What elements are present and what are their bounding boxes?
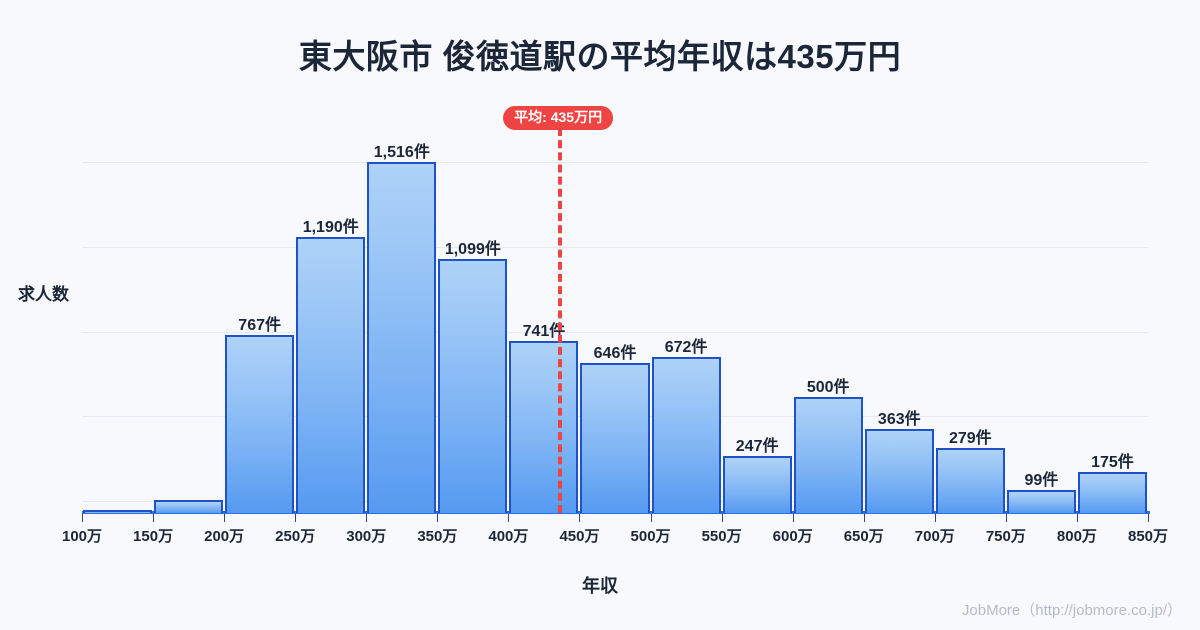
x-axis-tick bbox=[1148, 514, 1149, 522]
bar[interactable] bbox=[1006, 490, 1076, 513]
bar[interactable] bbox=[722, 455, 792, 513]
x-axis-tick bbox=[1005, 514, 1007, 522]
page-title: 東大阪市 俊徳道駅の平均年収は435万円 bbox=[298, 38, 902, 75]
x-axis-tick-label: 850万 bbox=[1127, 528, 1169, 545]
x-axis-tick-label: 800万 bbox=[1056, 528, 1097, 545]
x-axis-tick-label: 550万 bbox=[701, 528, 742, 545]
x-axis-tick bbox=[934, 514, 936, 522]
x-axis-tick bbox=[579, 514, 581, 522]
bar-value-label: 1,099件 bbox=[444, 240, 501, 258]
x-axis-tick bbox=[721, 514, 723, 522]
x-axis-tick bbox=[82, 514, 83, 522]
x-axis-tick bbox=[1076, 514, 1078, 522]
x-axis-tick bbox=[650, 514, 652, 522]
bar-value-label: 279件 bbox=[948, 430, 992, 448]
x-axis-tick-label: 200万 bbox=[204, 528, 245, 545]
bar-value-label: 247件 bbox=[735, 437, 779, 455]
x-axis-tick-label: 500万 bbox=[630, 528, 671, 545]
bar-value-label: 1,190件 bbox=[302, 219, 359, 237]
bar[interactable] bbox=[580, 363, 650, 513]
bar-value-label: 363件 bbox=[877, 410, 921, 428]
x-axis-tick-label: 300万 bbox=[346, 528, 387, 545]
bar[interactable] bbox=[935, 448, 1005, 513]
gridline bbox=[82, 246, 1148, 248]
bar[interactable] bbox=[651, 357, 721, 513]
bar-value-label: 99件 bbox=[1024, 472, 1059, 490]
x-axis-tick-label: 450万 bbox=[559, 528, 600, 545]
gridline bbox=[82, 331, 1148, 333]
x-axis-tick-label: 250万 bbox=[275, 528, 316, 545]
average-badge: 平均: 435万円 bbox=[503, 106, 614, 131]
bar[interactable] bbox=[438, 258, 508, 513]
x-axis-tick bbox=[224, 514, 226, 522]
x-axis-tick-label: 600万 bbox=[772, 528, 813, 545]
x-axis-tick bbox=[508, 514, 510, 522]
bar-value-label: 646件 bbox=[593, 345, 637, 363]
x-axis-tick-label: 650万 bbox=[843, 528, 884, 545]
watermark: JobMore（http://jobmore.co.jp/） bbox=[961, 602, 1182, 619]
x-axis-tick-label: 750万 bbox=[985, 528, 1026, 545]
y-axis-title: 求人数 bbox=[18, 285, 69, 304]
gridline bbox=[82, 162, 1148, 163]
average-line bbox=[558, 128, 563, 513]
x-axis-tick bbox=[437, 514, 439, 522]
bar-value-label: 1,516件 bbox=[373, 144, 430, 161]
x-axis-tick-label: 350万 bbox=[417, 528, 458, 545]
x-axis-tick-label: 700万 bbox=[914, 528, 955, 545]
bar[interactable] bbox=[296, 237, 366, 513]
bar-value-label: 500件 bbox=[806, 379, 850, 397]
x-axis-title: 年収 bbox=[582, 576, 618, 596]
x-axis-tick-label: 100万 bbox=[61, 528, 103, 545]
bar-value-label: 175件 bbox=[1091, 454, 1134, 472]
bar[interactable] bbox=[509, 341, 579, 513]
bar-value-label: 741件 bbox=[522, 323, 566, 341]
bar-value-label: 767件 bbox=[238, 317, 282, 335]
bar[interactable] bbox=[864, 428, 934, 513]
x-axis-tick bbox=[863, 514, 865, 522]
x-axis-tick-label: 150万 bbox=[133, 528, 174, 545]
bar[interactable] bbox=[1077, 472, 1147, 513]
bar[interactable] bbox=[83, 510, 153, 513]
x-axis-tick bbox=[792, 514, 794, 522]
bar[interactable] bbox=[793, 397, 863, 513]
bar[interactable] bbox=[154, 499, 224, 513]
bar-value-label: 672件 bbox=[664, 339, 708, 357]
x-axis-tick bbox=[295, 514, 297, 522]
x-axis-tick bbox=[153, 514, 155, 522]
x-axis-tick bbox=[366, 514, 368, 522]
x-axis-tick-label: 400万 bbox=[488, 528, 529, 545]
bar[interactable] bbox=[225, 335, 295, 513]
bar[interactable] bbox=[367, 162, 437, 513]
